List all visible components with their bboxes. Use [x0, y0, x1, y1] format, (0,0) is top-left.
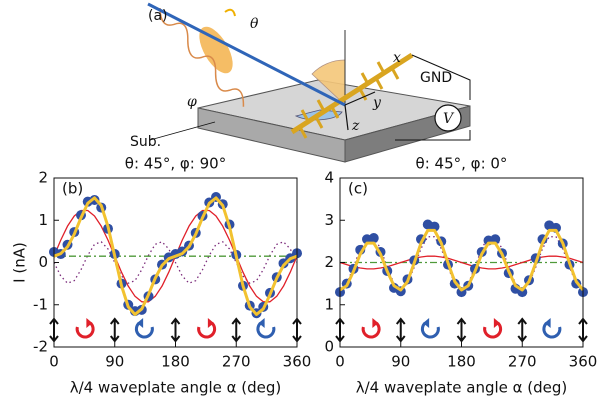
voltmeter: [434, 104, 462, 132]
y-tick-label: -2: [33, 338, 48, 356]
phi-label: φ: [187, 94, 197, 110]
x-tick-label: 180: [161, 353, 190, 371]
y-tick-label: 1: [324, 295, 334, 313]
wire-gnd: [411, 54, 471, 100]
circular-pol-icon: [420, 321, 440, 339]
electrode-fingers: [298, 61, 400, 139]
x-axis-label: λ/4 waveplate angle α (deg): [70, 379, 282, 397]
linear-pol-icon: [170, 317, 181, 343]
x-tick-label: 90: [105, 353, 124, 371]
linear-pol-icon: [109, 317, 120, 343]
circular-pol-arrowhead: [86, 318, 93, 328]
x-tick-label: 0: [49, 353, 59, 371]
light-wave: [159, 7, 245, 107]
y-axis-label: I (nA): [11, 242, 29, 283]
y-tick-label: 4: [324, 169, 334, 187]
curve: [53, 196, 298, 316]
linear-pol-icon: [517, 317, 528, 343]
theta-label: θ: [250, 16, 259, 32]
circular-pol-icon: [197, 321, 217, 339]
y-tick-label: 1: [38, 211, 48, 229]
x-tick-label: 270: [222, 353, 251, 371]
curve: [53, 241, 298, 284]
chart-title: θ: 45°, φ: 90°: [125, 155, 226, 173]
wire-v: [395, 130, 471, 141]
z-label: z: [351, 118, 360, 134]
circular-pol-arrowhead: [493, 318, 500, 328]
y-axis-arrow: [344, 91, 376, 106]
y-tick-label: 0: [38, 253, 48, 271]
circular-pol-arrowhead: [372, 318, 379, 328]
circular-pol-icon: [483, 321, 503, 339]
curve: [339, 255, 584, 270]
circular-pol-arrowhead: [207, 318, 214, 328]
circular-pol-icon: [75, 321, 95, 339]
y-tick-label: -1: [33, 295, 48, 313]
data-point: [368, 232, 379, 243]
circular-pol-arrowhead: [258, 318, 265, 328]
waveplate: [199, 26, 233, 74]
x-tick-label: 90: [391, 353, 410, 371]
panel-label: (a): [148, 8, 168, 24]
x-tick-label: 0: [335, 353, 345, 371]
chart-title: θ: 45°, φ: 0°: [416, 155, 508, 173]
sub-label: Sub.: [130, 134, 161, 150]
linear-pol-icon: [456, 317, 467, 343]
circular-pol-arrowhead: [137, 318, 144, 328]
x-label: x: [393, 50, 401, 66]
circular-pol-arrowhead: [544, 318, 551, 328]
y-label: y: [372, 95, 382, 111]
linear-pol-icon: [395, 317, 406, 343]
circular-pol-icon: [134, 321, 154, 339]
beam: [147, 2, 346, 107]
gnd-label: GND: [420, 70, 452, 86]
x-axis-label: λ/4 waveplate angle α (deg): [356, 379, 568, 397]
circular-pol-icon: [361, 321, 381, 339]
x-tick-label: 180: [447, 353, 476, 371]
schematic: (a) θ x GND φ y z V Sub.: [130, 2, 471, 163]
x-tick-label: 360: [283, 353, 312, 371]
x-tick-label: 360: [569, 353, 598, 371]
panel-label: (b): [62, 180, 83, 198]
rotation-arrow: [224, 8, 236, 17]
sub-pointer: [149, 121, 216, 141]
y-tick-label: 2: [38, 169, 48, 187]
z-axis-arrow: [344, 104, 349, 131]
circular-pol-icon: [542, 321, 562, 339]
electrode: [290, 52, 414, 135]
linear-pol-icon: [231, 317, 242, 343]
x-tick-label: 270: [508, 353, 537, 371]
circular-pol-arrowhead: [423, 318, 430, 328]
y-tick-label: 2: [324, 253, 334, 271]
y-tick-label: 0: [324, 338, 334, 356]
circular-pol-icon: [256, 321, 276, 339]
v-label: V: [443, 111, 455, 127]
curve: [339, 228, 585, 292]
panel-label: (c): [348, 180, 368, 198]
y-tick-label: 3: [324, 211, 334, 229]
